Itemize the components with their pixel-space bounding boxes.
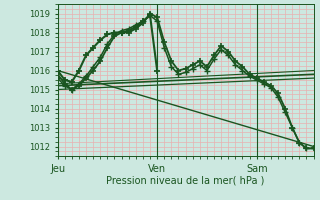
X-axis label: Pression niveau de la mer( hPa ): Pression niveau de la mer( hPa ) (107, 175, 265, 185)
